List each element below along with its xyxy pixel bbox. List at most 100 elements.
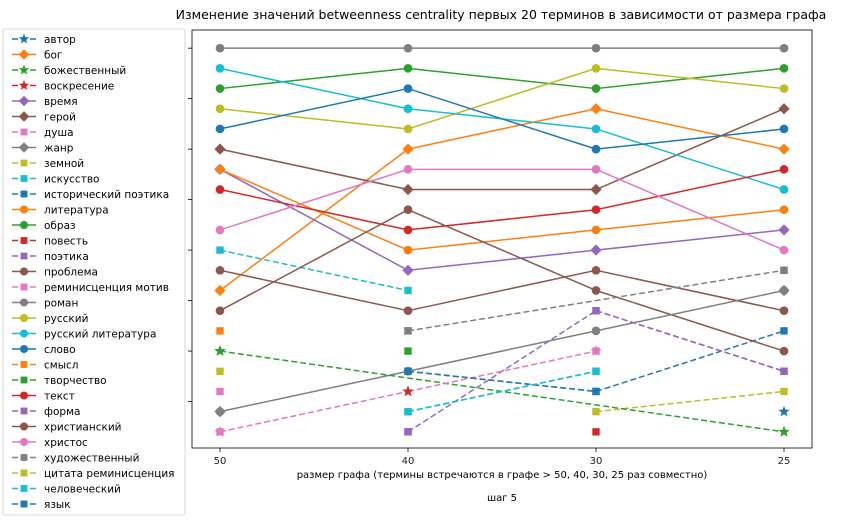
series-бог-line xyxy=(595,108,785,150)
legend-label: повесть xyxy=(44,235,88,247)
series-роман-point xyxy=(591,43,601,53)
series-слово-point xyxy=(403,84,413,93)
legend-item-русский: русский xyxy=(12,313,88,325)
series-образ-point xyxy=(591,84,601,93)
legend-label: воскресение xyxy=(44,80,114,92)
legend-swatch-marker xyxy=(19,220,29,230)
series-христос-line xyxy=(219,168,409,231)
series-христианский-line xyxy=(219,209,409,312)
legend-label: душа xyxy=(44,127,74,139)
extra-series-6-point xyxy=(592,307,600,315)
extra-series-2-line xyxy=(407,350,597,393)
series-литература-point xyxy=(779,205,789,215)
legend-swatch-marker xyxy=(20,500,28,508)
series-текст-line xyxy=(407,208,597,231)
series-герой-point xyxy=(590,183,602,196)
legend-label: поэтика xyxy=(44,251,89,263)
extra-series-8-point xyxy=(592,367,600,375)
legend-swatch-marker xyxy=(20,454,28,461)
legend-label: исторический поэтика xyxy=(44,189,169,201)
legend-swatch-marker xyxy=(20,252,28,260)
series-русский-литература-line xyxy=(595,128,785,191)
series-слово-line xyxy=(407,87,597,150)
legend-swatch-marker xyxy=(20,190,28,198)
series-русский-литература-point xyxy=(779,185,789,194)
extra-series-6-point xyxy=(780,367,788,375)
legend-label: искусство xyxy=(44,173,99,185)
series-христианский-point xyxy=(779,346,789,356)
legend-item-человеческий: человеческий xyxy=(12,483,121,495)
legend-item-герой: герой xyxy=(12,111,76,123)
series-время-line xyxy=(595,229,785,251)
legend-swatch-marker xyxy=(20,175,28,182)
legend-swatch-marker xyxy=(19,422,29,431)
series-русский-line xyxy=(407,67,597,130)
legend-label: смысл xyxy=(44,359,78,371)
legend-swatch-marker xyxy=(18,142,30,153)
legend-swatch-marker xyxy=(20,407,28,415)
legend-swatch-marker xyxy=(19,344,29,354)
legend-swatch-marker xyxy=(20,469,28,477)
legend-item-поэтика: поэтика xyxy=(12,251,89,263)
legend-item-язык: язык xyxy=(12,499,71,511)
legend-swatch-marker xyxy=(18,33,30,44)
series-христос-line xyxy=(595,168,785,251)
x-tick-label: 40 xyxy=(402,456,415,467)
legend-item-повесть: повесть xyxy=(12,235,88,247)
extra-series-2-point xyxy=(214,425,226,437)
series-земной-point xyxy=(780,387,788,396)
legend-swatch-marker xyxy=(19,391,29,400)
x-tick-label: 30 xyxy=(590,456,603,467)
legend-item-слово: слово xyxy=(12,344,76,356)
series-литература-point xyxy=(591,225,601,235)
extra-series-1-point xyxy=(214,345,226,356)
chart-title: Изменение значений betweenness centralit… xyxy=(176,7,827,22)
series-текст-point xyxy=(591,205,601,215)
legend-swatch-marker xyxy=(20,237,28,244)
legend-label: земной xyxy=(44,158,84,170)
series-слово-line xyxy=(595,128,785,150)
series-русский-point xyxy=(403,124,413,134)
extra-series-2-point xyxy=(590,345,602,356)
extra-series-7-line xyxy=(407,269,785,332)
extra-series-7-point xyxy=(780,266,788,274)
extra-series-6-line xyxy=(595,309,785,372)
legend-swatch-marker xyxy=(18,95,30,107)
series-слово-point xyxy=(215,124,225,134)
extra-series-0-point xyxy=(591,326,601,336)
series-бог-point xyxy=(590,103,602,115)
extra-series-4-point xyxy=(404,367,412,375)
legend-swatch-marker xyxy=(18,64,30,75)
legend-label: автор xyxy=(44,34,76,46)
series-образ-line xyxy=(407,67,597,90)
legend-item-реминисценция-мотив: реминисценция мотив xyxy=(12,282,169,294)
legend-label: литература xyxy=(44,204,109,216)
series-литература-point xyxy=(215,164,225,174)
extra-series-4-line xyxy=(407,370,597,393)
series-повесть-point xyxy=(592,428,600,436)
series-русский-point xyxy=(215,104,225,114)
series-автор-point xyxy=(778,405,790,417)
series-христос-point xyxy=(591,164,601,174)
series-бог-point xyxy=(778,143,790,155)
legend-label: образ xyxy=(44,220,76,232)
series-земной-point xyxy=(592,407,600,416)
series-время-line xyxy=(407,249,597,272)
legend-item-русский-литература: русский литература xyxy=(12,328,156,340)
legend-swatch-marker xyxy=(18,79,30,90)
series-роман-point xyxy=(779,43,789,53)
series-слово-point xyxy=(779,124,789,134)
series-текст-line xyxy=(219,188,409,231)
legend-item-форма: форма xyxy=(12,406,80,418)
legend-item-исторический-поэтика: исторический поэтика xyxy=(12,189,169,201)
extra-series-0-point xyxy=(215,407,225,416)
series-искусство-line xyxy=(219,249,409,292)
series-русский-литература-point xyxy=(403,104,413,114)
legend-swatch-marker xyxy=(19,329,29,338)
legend: автор бог божественный воскресение время геро… xyxy=(2,28,186,516)
series-проблема-line xyxy=(219,269,409,312)
series-герой-point xyxy=(214,143,226,155)
series-образ-point xyxy=(779,64,789,73)
series-христианский-line xyxy=(407,209,597,292)
